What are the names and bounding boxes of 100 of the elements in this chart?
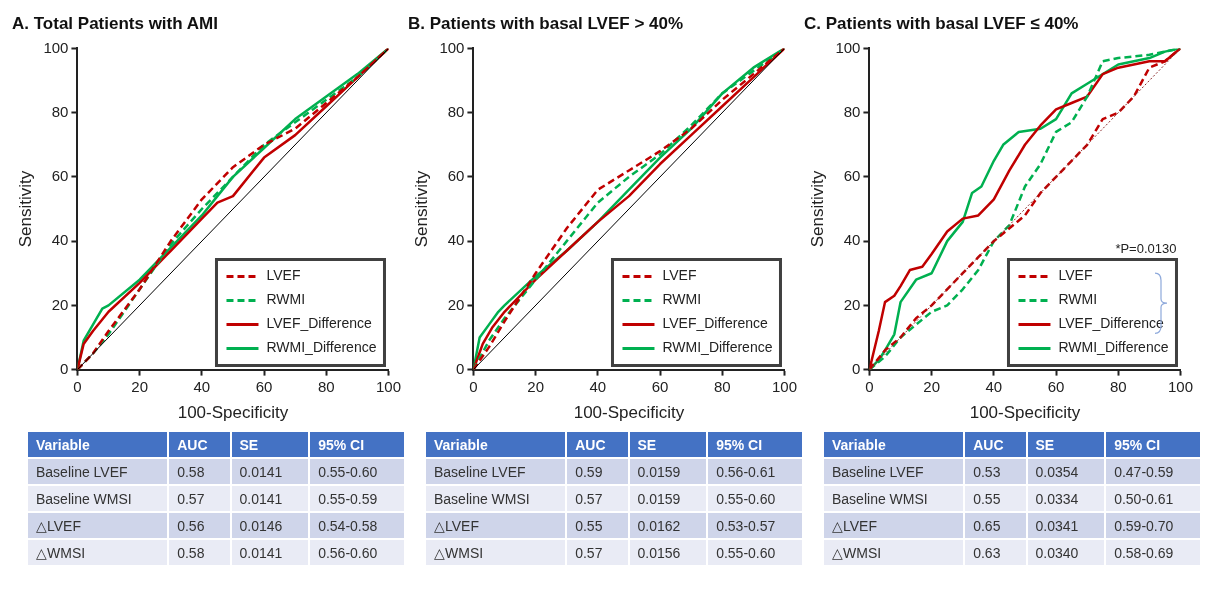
category-label: AUC (566, 432, 629, 458)
text: 0.0340 (1026, 539, 1106, 566)
category-label: SE (1026, 432, 1106, 458)
x-tick-label: 60 (255, 377, 273, 395)
x-tick-label: 40 (985, 377, 1003, 395)
y-tick-label: 40 (447, 231, 465, 249)
legend-label: RWMI_Difference (266, 339, 377, 356)
text: △WMSI (824, 539, 965, 566)
x-tick-label: 100 (1167, 377, 1193, 395)
legend-label: LVEF (662, 267, 697, 284)
text: 0.47-0.59 (1105, 458, 1201, 485)
text: 0.56-0.61 (707, 458, 803, 485)
text: 0.0341 (1026, 512, 1106, 539)
y-tick-label: 0 (60, 359, 69, 377)
text: Baseline WMSI (426, 485, 567, 512)
y-tick-label: 0 (852, 359, 861, 377)
text: 0.55 (566, 512, 629, 539)
legend-label: LVEF (266, 267, 301, 284)
x-tick-label: 0 (865, 377, 874, 395)
category-label: SE (628, 432, 708, 458)
legend-label: RWMI_Difference (662, 339, 773, 356)
text: Baseline WMSI (824, 485, 965, 512)
text: Baseline LVEF (28, 458, 169, 485)
y-tick-label: 100 (439, 38, 465, 56)
text: 0.0159 (628, 458, 708, 485)
y-tick-label: 20 (51, 295, 69, 313)
text: 0.0141 (230, 539, 310, 566)
y-tick-label: 20 (447, 295, 465, 313)
x-tick-label: 60 (1047, 377, 1065, 395)
y-axis-title: Sensitivity (807, 170, 827, 248)
legend-label: RWMI (1058, 291, 1098, 308)
y-tick-label: 80 (447, 102, 465, 120)
x-tick-label: 60 (651, 377, 669, 395)
category-label: 95% CI (309, 432, 405, 458)
x-tick-label: 80 (713, 377, 731, 395)
text: 0.55-0.60 (707, 539, 803, 566)
text: Baseline LVEF (426, 458, 567, 485)
x-tick-label: 80 (1109, 377, 1127, 395)
y-tick-label: 60 (51, 167, 69, 185)
y-tick-label: 20 (843, 295, 861, 313)
text: 0.55 (964, 485, 1027, 512)
x-tick-label: 80 (317, 377, 335, 395)
text: 0.58 (168, 539, 231, 566)
text: 0.58-0.69 (1105, 539, 1201, 566)
y-tick-label: 0 (456, 359, 465, 377)
y-tick-label: 60 (843, 167, 861, 185)
y-tick-label: 40 (51, 231, 69, 249)
x-tick-label: 100 (771, 377, 797, 395)
category-label: AUC (964, 432, 1027, 458)
category-label: Variable (824, 432, 965, 458)
x-tick-label: 20 (131, 377, 148, 395)
text: 0.50-0.61 (1105, 485, 1201, 512)
x-tick-label: 100 (375, 377, 401, 395)
text: △LVEF (824, 512, 965, 539)
text: 0.0159 (628, 485, 708, 512)
y-tick-label: 100 (43, 38, 69, 56)
y-axis-title: Sensitivity (15, 170, 35, 248)
text: 0.55-0.59 (309, 485, 405, 512)
x-tick-label: 40 (193, 377, 211, 395)
text: 0.0141 (230, 458, 310, 485)
text: △LVEF (426, 512, 567, 539)
legend-label: RWMI_Difference (1058, 339, 1169, 356)
legend-label: LVEF_Difference (266, 315, 373, 332)
text: 0.57 (168, 485, 231, 512)
y-axis-title: Sensitivity (411, 170, 431, 248)
text: 0.0354 (1026, 458, 1106, 485)
text: △WMSI (28, 539, 169, 566)
text: 0.56-0.60 (309, 539, 405, 566)
chart-title: C. Patients with basal LVEF ≤ 40% (804, 13, 1079, 33)
x-tick-label: 0 (469, 377, 478, 395)
x-axis-title: 100-Specificity (969, 403, 1081, 423)
text: 0.0334 (1026, 485, 1106, 512)
category-label: AUC (168, 432, 231, 458)
text: Baseline WMSI (28, 485, 169, 512)
text: 0.57 (566, 485, 629, 512)
text: 0.55-0.60 (309, 458, 405, 485)
chart-title: B. Patients with basal LVEF > 40% (408, 13, 684, 33)
category-label: 95% CI (1105, 432, 1201, 458)
y-tick-label: 80 (51, 102, 69, 120)
text: 0.0146 (230, 512, 310, 539)
text: 0.57 (566, 539, 629, 566)
text: 0.59 (566, 458, 629, 485)
x-tick-label: 20 (527, 377, 544, 395)
category-label: 95% CI (707, 432, 803, 458)
y-tick-label: 100 (835, 38, 861, 56)
text: 0.53 (964, 458, 1027, 485)
y-tick-label: 60 (447, 167, 465, 185)
text: 0.55-0.60 (707, 485, 803, 512)
category-label: Variable (426, 432, 567, 458)
legend-label: LVEF_Difference (1058, 315, 1165, 332)
text: Baseline LVEF (824, 458, 965, 485)
x-tick-label: 20 (923, 377, 940, 395)
y-tick-label: 40 (843, 231, 861, 249)
text: △LVEF (28, 512, 169, 539)
legend-label: LVEF_Difference (662, 315, 769, 332)
text: 0.58 (168, 458, 231, 485)
x-axis-title: 100-Specificity (573, 403, 685, 423)
text: 0.0162 (628, 512, 708, 539)
legend-label: RWMI (662, 291, 702, 308)
text: 0.0141 (230, 485, 310, 512)
